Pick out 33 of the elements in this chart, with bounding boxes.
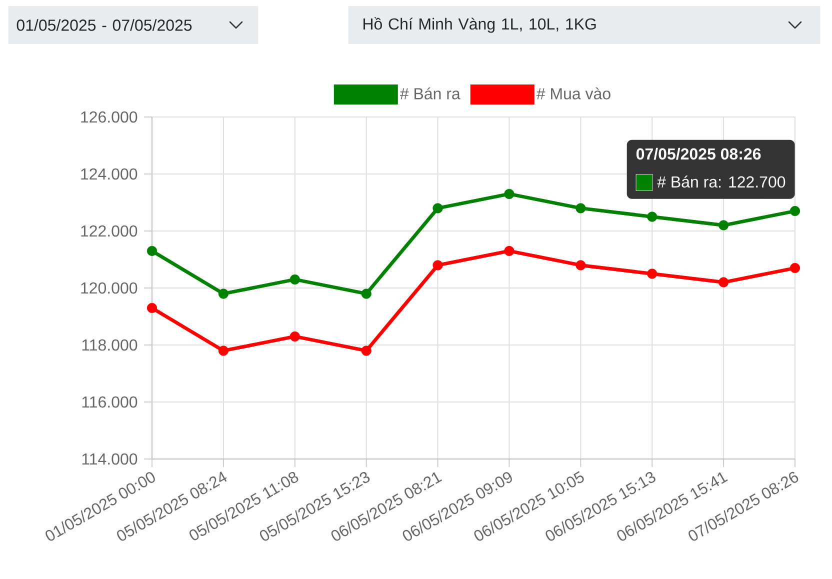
point <box>718 277 729 288</box>
y-tick-label: 114.000 <box>82 453 138 465</box>
point <box>504 188 514 200</box>
point <box>218 288 229 299</box>
text: 01/05/2025 - 07/05/2025 <box>16 19 192 31</box>
point <box>290 274 300 285</box>
text: Hồ Chí Minh Vàng 1L, 10L, 1KG <box>364 17 596 33</box>
point <box>576 203 586 214</box>
point <box>146 246 158 256</box>
point <box>432 260 443 270</box>
y-tick-label: 118.000 <box>82 339 138 351</box>
point <box>790 262 800 274</box>
point <box>218 346 229 356</box>
point <box>647 212 658 222</box>
point <box>361 288 372 299</box>
point <box>432 203 443 214</box>
point <box>647 268 658 279</box>
point <box>790 206 800 216</box>
legend-label: # Mua vào <box>536 87 610 100</box>
y-tick-label: 122.000 <box>81 225 138 237</box>
point <box>504 246 514 256</box>
point <box>290 331 300 342</box>
y-tick-label: 116.000 <box>82 396 138 408</box>
point <box>146 302 158 314</box>
point <box>576 260 586 270</box>
y-tick-label: 124.000 <box>81 168 138 180</box>
legend-label: # Bán ra <box>400 87 460 100</box>
point <box>718 220 729 230</box>
y-tick-label: 120.000 <box>81 282 138 294</box>
point <box>361 346 372 356</box>
annotation: # Bán ra: 122.700 <box>657 176 786 188</box>
annotation: 07/05/2025 08:26 <box>636 148 761 160</box>
y-tick-label: 126.000 <box>81 111 138 123</box>
